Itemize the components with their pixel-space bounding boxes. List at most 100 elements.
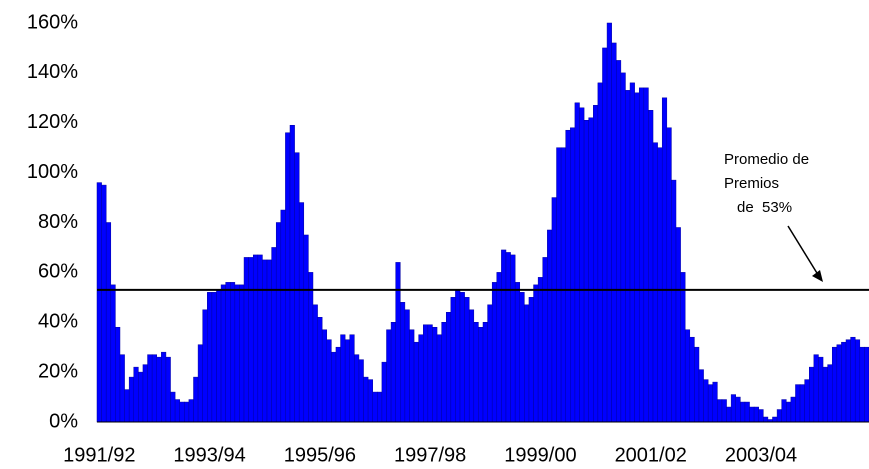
bar bbox=[661, 97, 668, 423]
bar bbox=[620, 72, 626, 423]
bar bbox=[551, 197, 557, 423]
bar bbox=[161, 351, 167, 423]
x-tick-label: 2003/04 bbox=[725, 444, 797, 466]
bar bbox=[285, 132, 291, 423]
bar bbox=[684, 329, 691, 423]
bar bbox=[207, 292, 213, 423]
bar bbox=[386, 329, 392, 423]
bar bbox=[128, 376, 135, 423]
bar bbox=[864, 346, 869, 423]
bar bbox=[850, 336, 856, 423]
bar bbox=[262, 259, 268, 423]
bar bbox=[854, 339, 861, 423]
bar bbox=[501, 249, 507, 423]
bar bbox=[455, 289, 461, 423]
bar bbox=[312, 304, 318, 423]
bar bbox=[441, 322, 447, 423]
bar bbox=[239, 284, 245, 423]
bar bbox=[174, 399, 180, 423]
bar bbox=[266, 259, 272, 423]
bar bbox=[505, 252, 511, 423]
bar bbox=[335, 346, 341, 423]
bar bbox=[151, 354, 157, 423]
bar bbox=[326, 339, 332, 423]
bar bbox=[514, 282, 521, 423]
bar bbox=[487, 304, 493, 423]
bar bbox=[845, 339, 851, 423]
bar bbox=[680, 272, 686, 423]
bar bbox=[593, 105, 599, 423]
bar bbox=[184, 401, 190, 423]
y-tick-label: 60% bbox=[38, 261, 78, 283]
bar bbox=[831, 346, 838, 423]
bar bbox=[188, 399, 194, 423]
bar bbox=[583, 120, 589, 423]
bar bbox=[230, 282, 236, 423]
bar bbox=[753, 406, 759, 423]
bar bbox=[629, 82, 635, 423]
y-tick-label: 120% bbox=[27, 111, 78, 133]
bar bbox=[533, 284, 539, 423]
bar bbox=[542, 257, 548, 423]
bar bbox=[510, 254, 516, 423]
bar bbox=[179, 401, 185, 423]
bar bbox=[818, 356, 824, 423]
bar bbox=[404, 309, 410, 423]
bar bbox=[275, 222, 282, 423]
bar bbox=[377, 391, 383, 423]
bar bbox=[611, 42, 617, 423]
arrow-head bbox=[812, 270, 823, 282]
bar bbox=[133, 366, 139, 423]
bar bbox=[634, 92, 640, 423]
bar bbox=[395, 262, 401, 423]
bar bbox=[243, 257, 249, 423]
x-tick-label: 2001/02 bbox=[615, 444, 687, 466]
bar bbox=[468, 309, 475, 423]
bar bbox=[413, 341, 419, 423]
y-tick-label: 140% bbox=[27, 61, 78, 83]
bar bbox=[786, 401, 792, 423]
bar bbox=[763, 416, 769, 423]
bar bbox=[652, 142, 658, 423]
bar bbox=[556, 147, 562, 423]
bar bbox=[147, 354, 153, 423]
bar bbox=[730, 394, 736, 423]
bar bbox=[524, 304, 530, 423]
y-tick-label: 100% bbox=[27, 161, 78, 183]
bar bbox=[252, 254, 259, 423]
bar bbox=[625, 90, 631, 423]
bar bbox=[478, 326, 484, 423]
bar bbox=[211, 292, 217, 423]
bar bbox=[445, 312, 452, 423]
bar bbox=[165, 356, 171, 423]
bar bbox=[225, 282, 231, 423]
bar bbox=[216, 289, 222, 423]
bar bbox=[717, 399, 723, 423]
bar bbox=[418, 334, 424, 423]
bar bbox=[726, 406, 732, 423]
bar bbox=[758, 409, 764, 423]
bar bbox=[859, 346, 865, 423]
bar bbox=[606, 22, 612, 423]
bar bbox=[367, 379, 373, 423]
bar bbox=[675, 227, 681, 423]
bar bbox=[574, 102, 580, 423]
bar bbox=[547, 229, 553, 423]
bar bbox=[671, 179, 677, 423]
bar bbox=[248, 257, 254, 423]
bar bbox=[294, 152, 300, 423]
bar bbox=[799, 384, 805, 423]
bar bbox=[321, 329, 328, 423]
bar bbox=[101, 184, 107, 423]
bar bbox=[220, 284, 226, 423]
annotation: Premios bbox=[724, 175, 779, 192]
bar bbox=[344, 339, 350, 423]
bar bbox=[436, 334, 442, 423]
bar bbox=[638, 87, 645, 423]
bar bbox=[124, 389, 130, 423]
bar bbox=[257, 254, 263, 423]
bar bbox=[459, 292, 465, 423]
bar bbox=[570, 127, 576, 423]
y-tick-label: 80% bbox=[38, 211, 78, 233]
